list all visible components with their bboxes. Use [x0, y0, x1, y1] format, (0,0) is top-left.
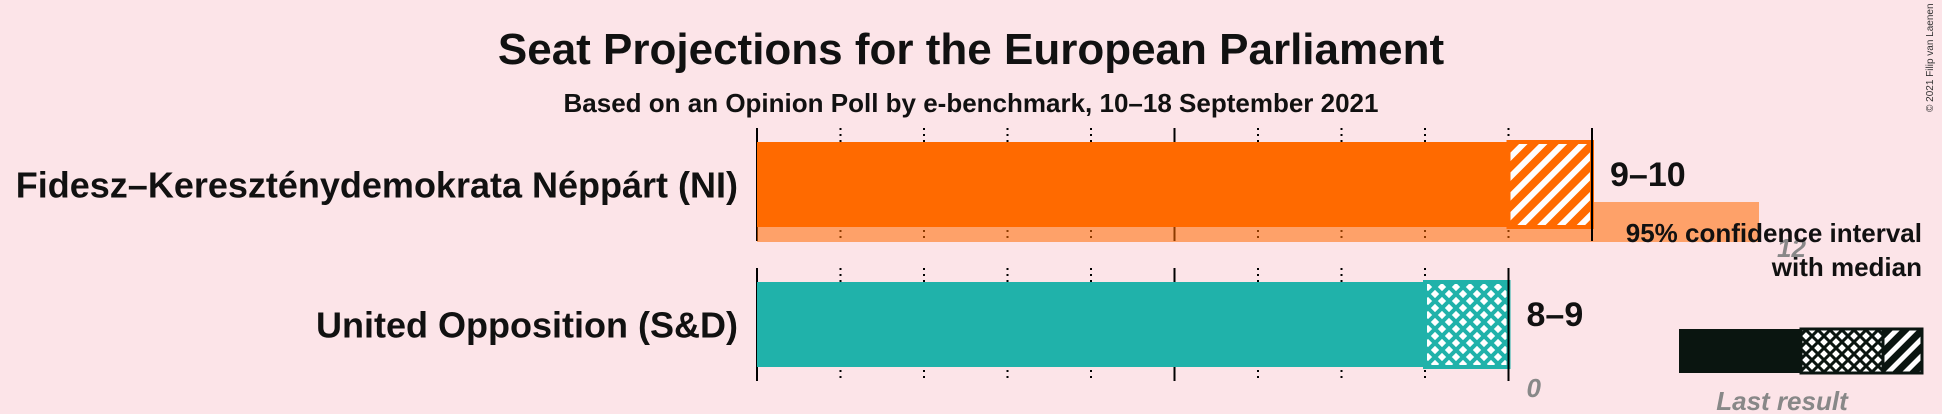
copyright-text: © 2021 Filip van Laenen — [1925, 3, 1936, 112]
bar-solid — [757, 282, 1425, 367]
legend-ci-label-line2: with median — [1771, 252, 1922, 282]
party-label: United Opposition (S&D) — [316, 305, 738, 346]
last-result-value: 12 — [1777, 233, 1806, 263]
range-label: 8–9 — [1527, 296, 1584, 334]
bars-area: Fidesz–Kereszténydemokrata Néppárt (NI) 9… — [16, 128, 1806, 403]
bar-ci — [1506, 140, 1594, 229]
range-label: 9–10 — [1610, 156, 1686, 194]
last-result-value: 0 — [1527, 373, 1542, 403]
chart-subtitle: Based on an Opinion Poll by e-benchmark,… — [564, 88, 1379, 118]
chart-title: Seat Projections for the European Parlia… — [498, 25, 1445, 74]
legend-solid-swatch — [1679, 329, 1801, 373]
legend-ci-cross-swatch — [1799, 327, 1885, 375]
legend-ci-label-line1: 95% confidence interval — [1626, 218, 1922, 248]
bar-ci — [1423, 280, 1511, 369]
party-label: Fidesz–Kereszténydemokrata Néppárt (NI) — [16, 165, 738, 206]
bar-solid — [757, 142, 1509, 227]
legend: 95% confidence interval with median Last… — [1626, 218, 1924, 414]
legend-ci-hatch-swatch — [1881, 327, 1924, 375]
legend-last-result-label: Last result — [1716, 386, 1849, 414]
